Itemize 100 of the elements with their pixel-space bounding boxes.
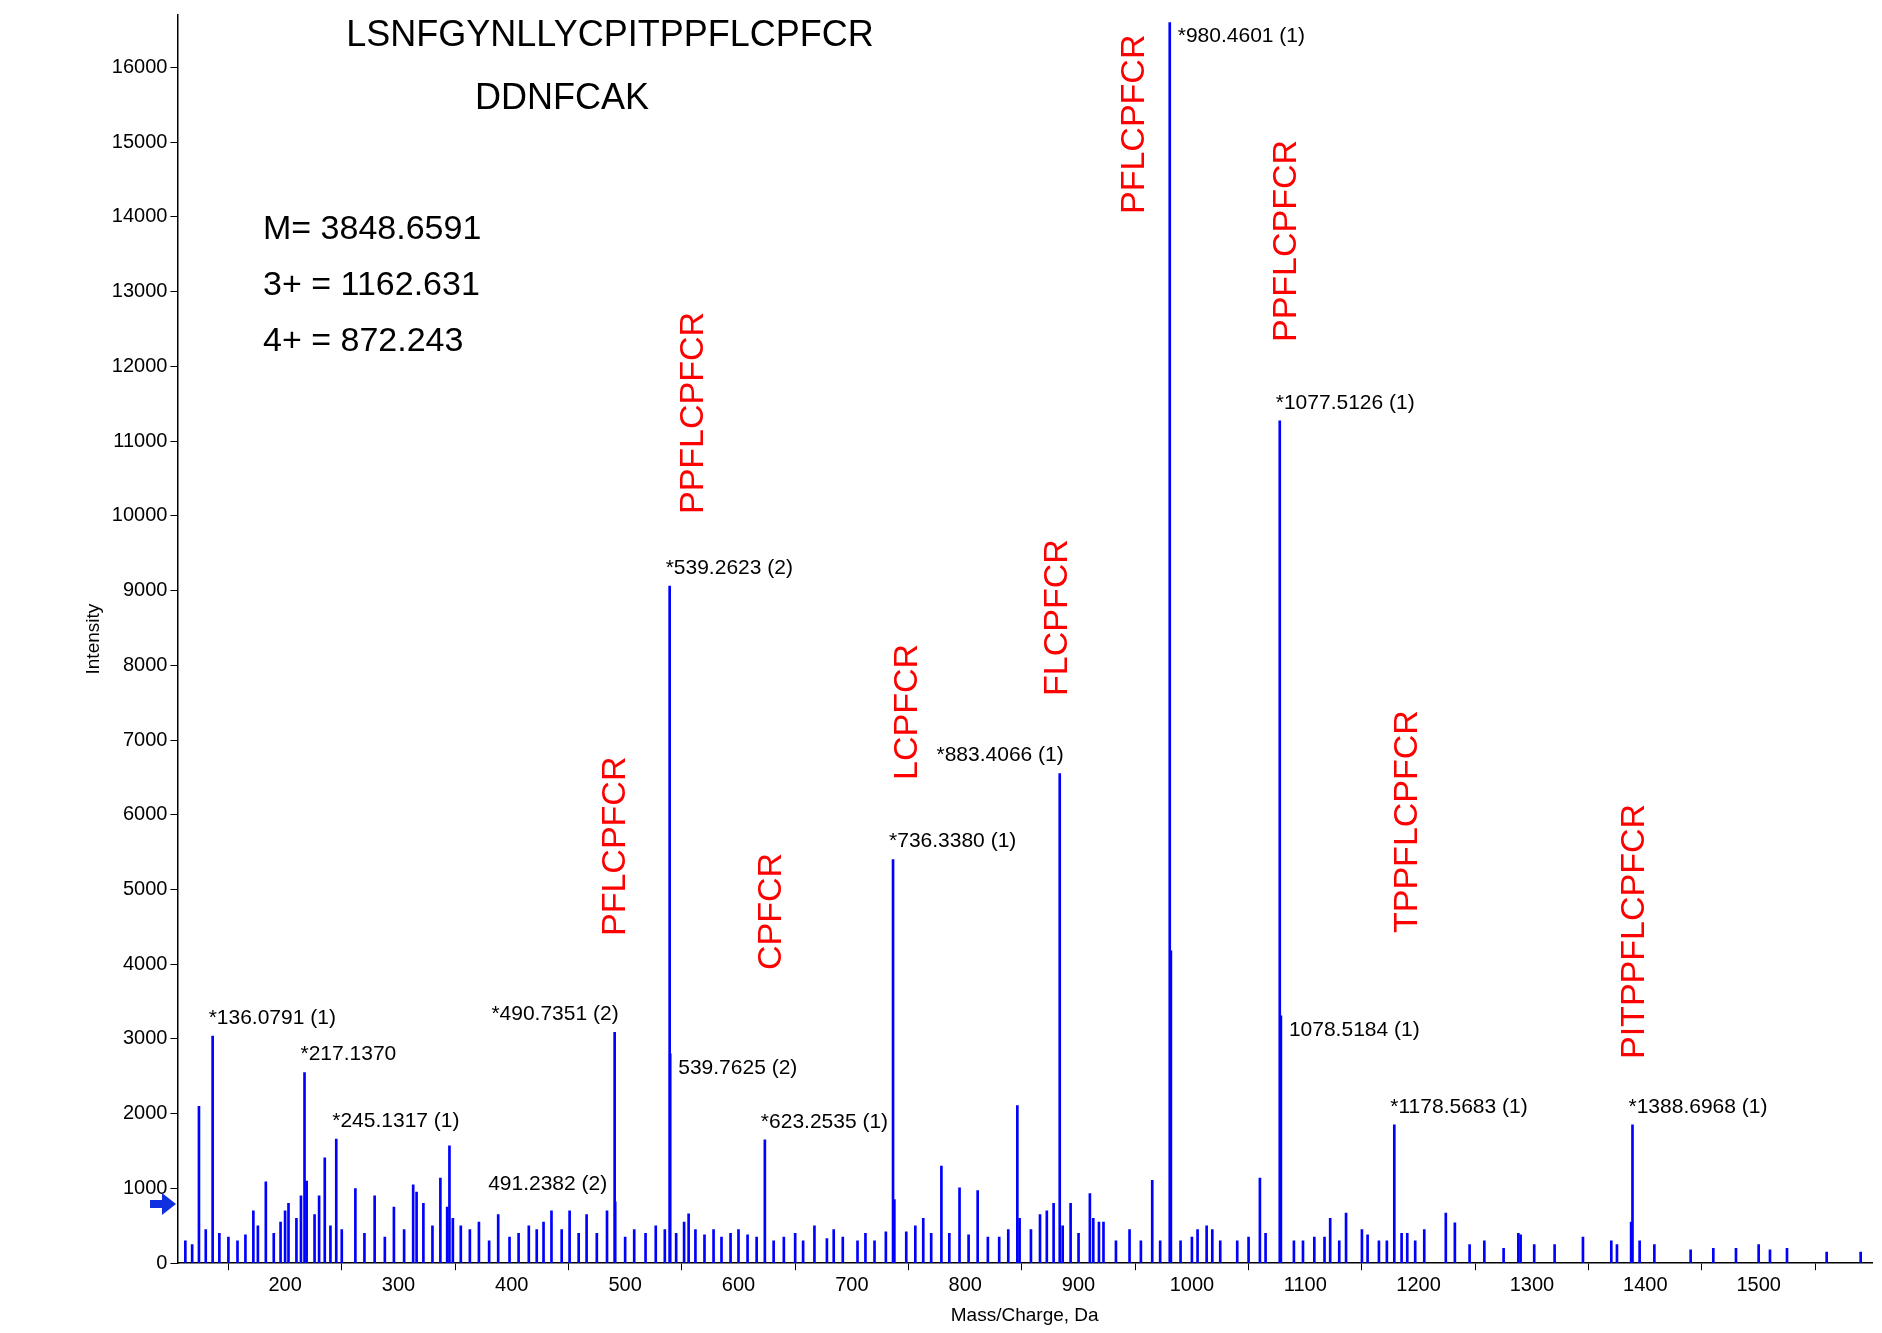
bar — [211, 1035, 214, 1264]
bar — [737, 1229, 740, 1264]
bar — [813, 1225, 816, 1264]
bar — [236, 1240, 239, 1264]
annotation: *1178.5683 (1) — [1390, 1093, 1528, 1117]
y-tick-label: 12000 — [111, 353, 168, 376]
y-tick-label: 13000 — [111, 279, 168, 302]
x-tick-label: 1100 — [1283, 1272, 1327, 1295]
bar — [1006, 1229, 1010, 1264]
annotation: PFLCPFCR — [1113, 34, 1152, 214]
bar — [1196, 1229, 1199, 1264]
x-tick-label: 200 — [268, 1272, 302, 1295]
bar — [940, 1165, 943, 1264]
bar — [1016, 1105, 1019, 1264]
y-tick-label: 11000 — [113, 428, 168, 451]
bar — [373, 1195, 376, 1264]
bar — [772, 1240, 775, 1264]
bar — [1323, 1236, 1326, 1264]
bar — [687, 1213, 690, 1264]
bar — [295, 1218, 298, 1264]
annotation: LSNFGYNLLYCPITPPFLCPFCR — [346, 12, 874, 54]
bar — [1638, 1240, 1641, 1264]
annotation: CPFCR — [750, 852, 789, 970]
annotation: TPPFLCPFCR — [1386, 710, 1425, 933]
bar — [914, 1225, 917, 1264]
bar — [929, 1232, 933, 1264]
y-tick-label: 2000 — [122, 1101, 168, 1124]
bar — [1128, 1229, 1131, 1264]
bar — [1366, 1234, 1369, 1264]
bar — [712, 1229, 715, 1264]
annotation: *245.1317 (1) — [332, 1107, 460, 1131]
bar — [1337, 1240, 1341, 1264]
bar — [1210, 1229, 1214, 1264]
bar — [252, 1210, 255, 1264]
bar — [856, 1240, 859, 1264]
annotation: 539.7625 (2) — [678, 1054, 798, 1078]
bar — [517, 1232, 520, 1264]
bar — [354, 1188, 357, 1264]
y-tick-label: 8000 — [122, 652, 168, 675]
x-tick-label: 800 — [948, 1272, 982, 1295]
x-tick-label: 500 — [608, 1272, 642, 1295]
annotation: 3+ = 1162.631 — [263, 264, 480, 303]
bar — [1312, 1236, 1316, 1264]
bar — [997, 1236, 1001, 1264]
bar — [1400, 1232, 1403, 1264]
bar — [1328, 1218, 1332, 1264]
bar — [1553, 1244, 1556, 1264]
annotation: PITPPFLCPFCR — [1613, 803, 1652, 1059]
x-tick-label: 600 — [721, 1272, 756, 1295]
bar — [1235, 1240, 1239, 1264]
x-tick-label: 1500 — [1736, 1272, 1781, 1295]
bar — [1150, 1179, 1154, 1264]
y-tick-label: 7000 — [122, 727, 168, 750]
bar — [204, 1229, 208, 1264]
x-tick-label: 1300 — [1509, 1272, 1555, 1295]
bar — [1444, 1212, 1448, 1264]
bar — [958, 1187, 961, 1264]
bar — [1532, 1244, 1536, 1264]
bar — [1179, 1240, 1182, 1264]
bar — [411, 1184, 415, 1264]
bar — [1205, 1225, 1208, 1264]
bar — [496, 1214, 500, 1264]
bar — [755, 1236, 758, 1264]
bar — [334, 1138, 338, 1264]
annotation: 4+ = 872.243 — [263, 320, 464, 359]
bar — [632, 1229, 636, 1264]
annotation: *217.1370 — [300, 1041, 397, 1065]
y-tick-label: 15000 — [111, 129, 168, 152]
x-tick-label: 1000 — [1169, 1272, 1215, 1295]
bar — [1045, 1210, 1049, 1264]
bar — [287, 1203, 290, 1264]
bar — [508, 1236, 511, 1264]
bar — [439, 1177, 442, 1264]
y-tick-label: 5000 — [122, 877, 168, 899]
bar — [873, 1240, 876, 1264]
bar — [585, 1214, 588, 1264]
bar — [1859, 1251, 1862, 1264]
bar — [1392, 1124, 1396, 1264]
annotation: PPFLCPFCR — [672, 311, 711, 514]
annotation: PFLCPFCR — [594, 756, 633, 936]
annotation: M= 3848.6591 — [263, 208, 482, 247]
bar — [1069, 1203, 1072, 1264]
y-tick-label: 14000 — [111, 204, 168, 227]
bar — [1468, 1244, 1471, 1264]
bar — [967, 1234, 970, 1264]
y-tick-label: 9000 — [122, 578, 168, 601]
x-tick-label: 900 — [1061, 1272, 1096, 1295]
bar — [227, 1236, 230, 1264]
bar — [1413, 1240, 1417, 1264]
bar — [1247, 1236, 1250, 1264]
bar — [448, 1145, 451, 1264]
bar — [431, 1225, 434, 1264]
bar — [948, 1232, 951, 1264]
x-tick-label: 700 — [835, 1272, 869, 1295]
annotation: FLCPFCR — [1036, 539, 1075, 696]
annotation: DDNFCAK — [474, 75, 650, 117]
annotation: *623.2535 (1) — [760, 1108, 889, 1132]
annotation: *490.7351 (2) — [491, 1001, 619, 1025]
y-tick-label: 1000 — [122, 1175, 168, 1198]
annotation: *539.2623 (2) — [665, 554, 793, 578]
